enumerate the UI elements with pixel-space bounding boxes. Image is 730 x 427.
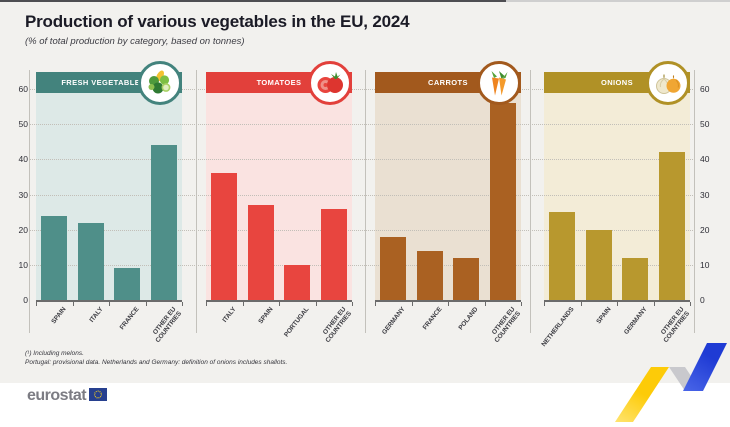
axis-tick [279,302,280,306]
y-axis-tick-label-left: 0 [23,295,28,305]
panel-separator [530,70,531,333]
bar-fresh-vegetables-2 [114,268,141,300]
eurostat-logo-text: eurostat [27,387,87,404]
bar-onions-1 [585,229,612,300]
y-axis-tick-label-left: 60 [18,84,28,94]
x-axis-onions [544,300,690,302]
y-axis-tick-label-right: 0 [700,295,705,305]
carrots-icon [477,61,521,105]
axis-tick [411,302,413,306]
y-axis-tick-label-right: 20 [700,224,710,235]
axis-tick [72,302,74,306]
gridline-50 [29,124,695,126]
panel-separator [365,70,366,333]
y-axis-tick-label-right: 30 [700,189,710,200]
x-axis-carrots [375,300,521,302]
fresh-vegetables-icon [138,61,182,105]
axis-tick [484,302,486,306]
top-progress-bar-filled [0,0,506,2]
bar-tomatoes-2 [284,264,311,300]
axis-tick [182,302,183,306]
axis-tick [653,302,655,306]
axis-tick [352,302,353,306]
y-axis-tick-label-right: 50 [700,119,710,130]
axis-tick [206,302,207,306]
gridline-40 [29,159,695,161]
gridline-60 [29,89,695,90]
panel-separator [196,70,197,333]
axis-tick [36,302,37,306]
axis-tick [521,302,522,306]
bar-carrots-2 [453,257,480,300]
axis-tick [448,302,449,306]
gridline-10 [29,264,695,266]
y-axis-tick-label-left: 50 [18,119,28,130]
footnote-provisional: Portugal: provisional data. Netherlands … [25,359,288,366]
axis-tick [109,302,110,306]
bar-onions-2 [622,257,649,300]
bar-onions-0 [549,212,576,300]
eurostat-logo: eurostat [27,386,108,406]
bar-onions-3 [658,152,685,300]
y-axis-tick-label-right: 60 [700,84,710,94]
axis-tick [690,302,691,306]
top-progress-bar-track [506,0,730,2]
axis-tick [242,302,244,306]
bar-fresh-vegetables-3 [150,145,177,300]
axis-tick [544,302,545,306]
y-axis-tick-label-left: 10 [18,259,28,270]
eurostat-zigzag-arrow-icon [605,335,730,427]
y-axis-tick-label-left: 20 [18,224,28,235]
page-subtitle: (% of total production by category, base… [25,36,245,47]
tomatoes-icon [308,61,352,105]
axis-tick [617,302,618,306]
bar-fresh-vegetables-0 [41,215,68,300]
bar-tomatoes-3 [320,208,347,300]
axis-tick [375,302,376,306]
panel-separator [694,70,695,333]
onions-icon [646,61,690,105]
axis-tick [145,302,147,306]
bar-fresh-vegetables-1 [77,222,104,300]
y-axis-tick-label-left: 30 [18,189,28,200]
bar-carrots-1 [416,250,443,300]
bar-tomatoes-0 [211,173,238,300]
bar-tomatoes-1 [247,205,274,300]
bar-carrots-0 [380,236,407,300]
bar-carrots-3 [489,103,516,300]
y-axis-tick-label-right: 10 [700,259,710,270]
axis-tick [315,302,317,306]
eu-flag-icon [89,388,108,406]
page-title: Production of various vegetables in the … [25,12,410,31]
y-axis-tick-label-right: 40 [700,154,710,165]
footnote-melons: (¹) Including melons. [25,350,84,357]
x-axis-fresh-vegetables [36,300,182,302]
gridline-20 [29,229,695,231]
y-axis-tick-label-left: 40 [18,154,28,165]
axis-tick [580,302,582,306]
panel-separator [29,70,30,333]
gridline-30 [29,194,695,196]
x-axis-tomatoes [206,300,352,302]
